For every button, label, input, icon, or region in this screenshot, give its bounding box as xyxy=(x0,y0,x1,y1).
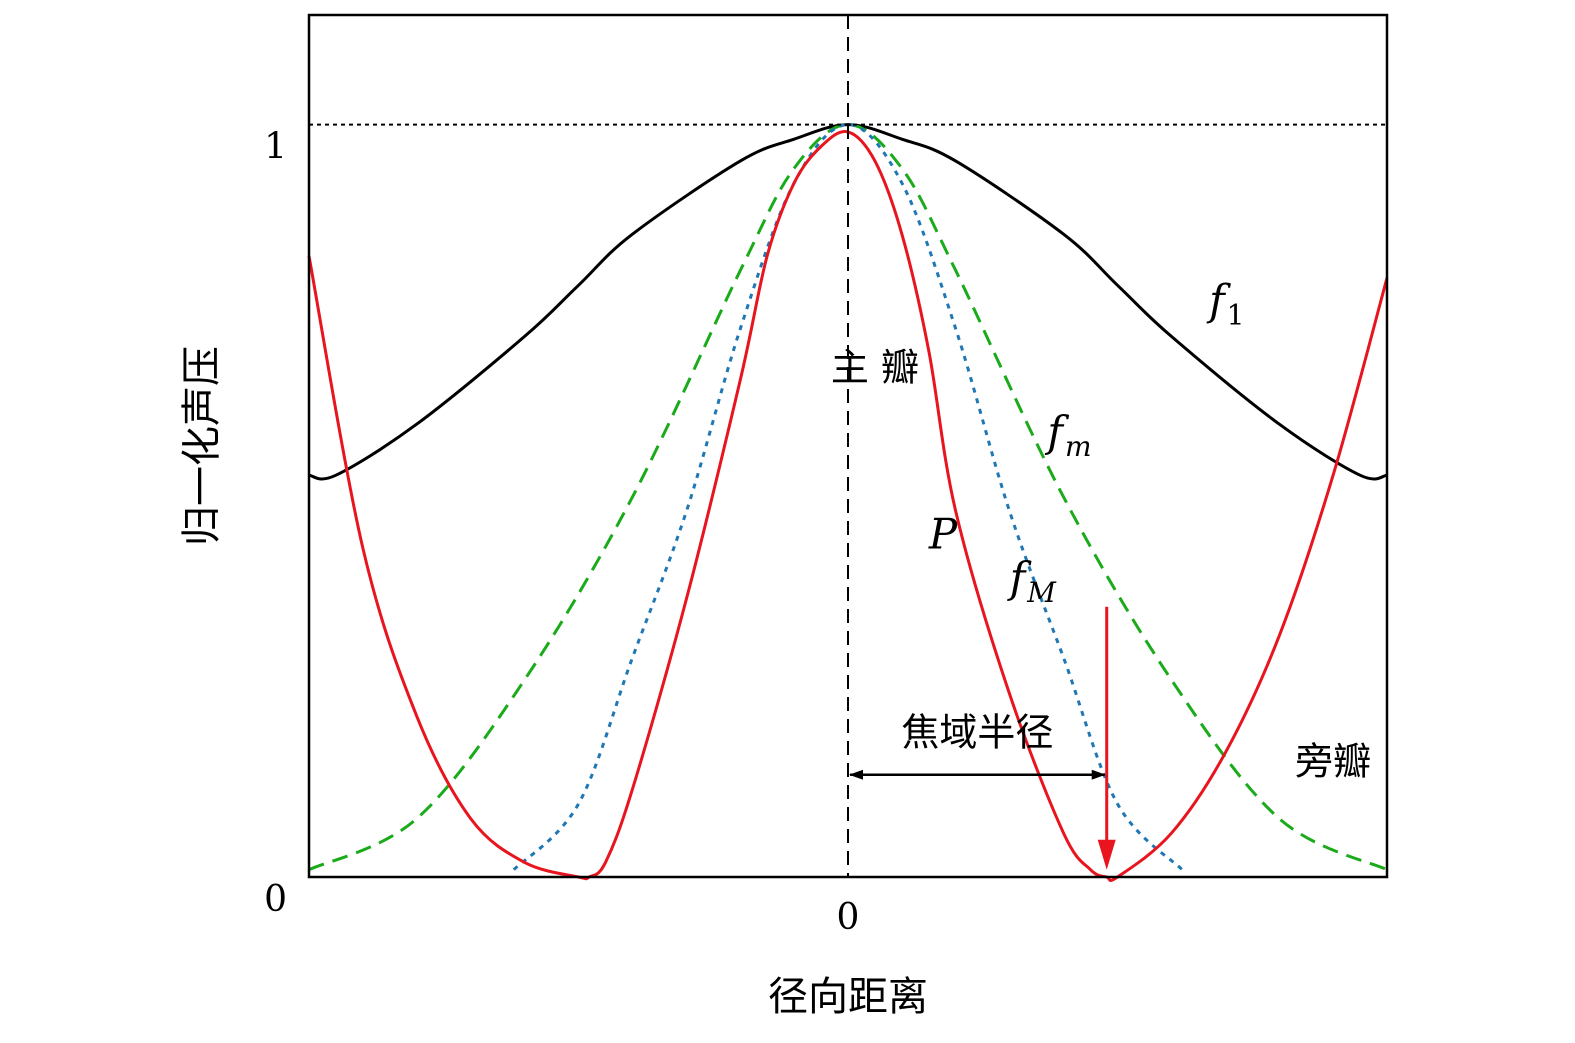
x-tick-label: 0 xyxy=(837,897,860,938)
series-label-fm: fM xyxy=(1007,553,1058,609)
series-label-f1: f1 xyxy=(1206,276,1244,332)
y-tick-label: 1 xyxy=(264,127,287,168)
focal-radius-label: 焦域半径 xyxy=(901,711,1053,755)
tick-labels: 0 0 1 xyxy=(264,127,859,938)
series-label-p: P xyxy=(928,509,958,558)
y-axis-title: 归一化声压 xyxy=(179,346,225,546)
series-label-subscript: 1 xyxy=(1227,299,1245,332)
annotations: f1 fm fM P 焦域半径 主 瓣旁瓣 xyxy=(309,15,1387,877)
plot-frame xyxy=(307,13,1389,879)
main-lobe-label: 主 瓣 xyxy=(831,345,919,389)
y-tick-label: 0 xyxy=(264,879,287,920)
side-lobe-label: 旁瓣 xyxy=(1295,740,1371,784)
red-arrow-head xyxy=(1097,839,1116,870)
x-axis-title: 径向距离 xyxy=(768,974,928,1020)
series-label-base: P xyxy=(928,509,958,558)
series-label-fm: fm xyxy=(1044,407,1091,463)
series-label-subscript: M xyxy=(1026,576,1057,609)
series-label-subscript: m xyxy=(1065,430,1092,463)
